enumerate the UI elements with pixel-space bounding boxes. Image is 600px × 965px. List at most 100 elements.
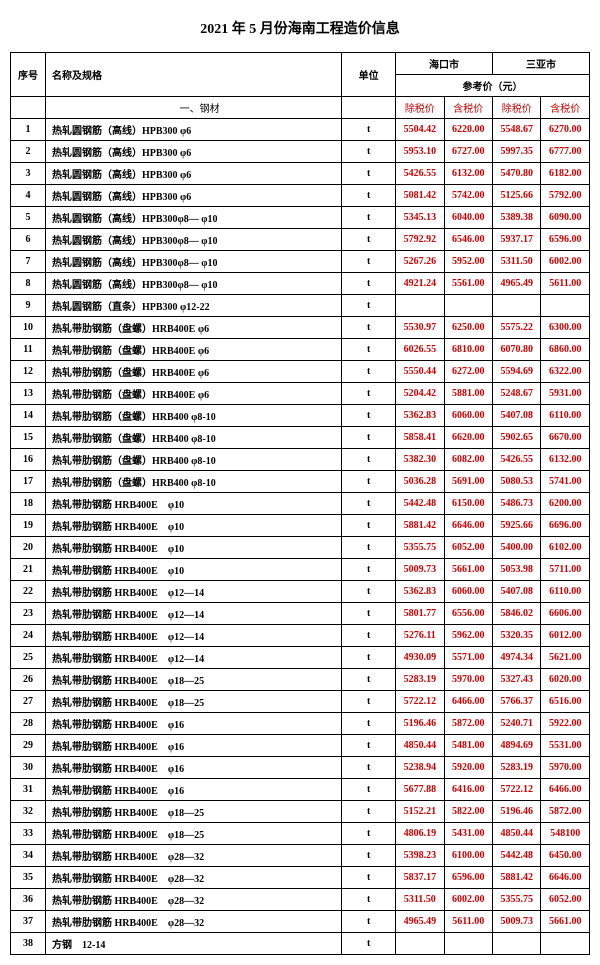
row-name: 热轧带肋钢筋 HRB400E φ10 bbox=[46, 537, 342, 559]
row-p1: 5426.55 bbox=[396, 163, 444, 185]
row-p2: 6060.00 bbox=[444, 581, 492, 603]
row-p4: 6450.00 bbox=[541, 845, 590, 867]
table-row: 18热轧带肋钢筋 HRB400E φ10t5442.486150.005486.… bbox=[11, 493, 590, 515]
row-p2: 5481.00 bbox=[444, 735, 492, 757]
row-p4: 6670.00 bbox=[541, 427, 590, 449]
row-unit: t bbox=[342, 867, 396, 889]
row-name: 热轧圆钢筋（高线）HPB300φ8— φ10 bbox=[46, 273, 342, 295]
table-row: 13热轧带肋钢筋（盘螺）HRB400E φ6t5204.425881.00524… bbox=[11, 383, 590, 405]
row-p4: 5611.00 bbox=[541, 273, 590, 295]
row-name: 热轧带肋钢筋 HRB400E φ28—32 bbox=[46, 867, 342, 889]
table-row: 29热轧带肋钢筋 HRB400E φ16t4850.445481.004894.… bbox=[11, 735, 590, 757]
row-unit: t bbox=[342, 603, 396, 625]
row-p1: 5204.42 bbox=[396, 383, 444, 405]
row-name: 热轧圆钢筋（高线）HPB300 φ6 bbox=[46, 141, 342, 163]
table-row: 4热轧圆钢筋（高线）HPB300 φ6t5081.425742.005125.6… bbox=[11, 185, 590, 207]
row-p3: 5902.65 bbox=[493, 427, 541, 449]
row-p4: 6596.00 bbox=[541, 229, 590, 251]
table-row: 19热轧带肋钢筋 HRB400E φ10t5881.426646.005925.… bbox=[11, 515, 590, 537]
col-name: 名称及规格 bbox=[46, 53, 342, 97]
row-p2 bbox=[444, 933, 492, 955]
row-p1: 4930.09 bbox=[396, 647, 444, 669]
empty-cell bbox=[11, 97, 46, 119]
row-p3: 5937.17 bbox=[493, 229, 541, 251]
table-row: 2热轧圆钢筋（高线）HPB300 φ6t5953.106727.005997.3… bbox=[11, 141, 590, 163]
row-index: 29 bbox=[11, 735, 46, 757]
row-p3: 5355.75 bbox=[493, 889, 541, 911]
row-p1: 4965.49 bbox=[396, 911, 444, 933]
row-index: 7 bbox=[11, 251, 46, 273]
row-index: 15 bbox=[11, 427, 46, 449]
table-row: 3热轧圆钢筋（高线）HPB300 φ6t5426.556132.005470.8… bbox=[11, 163, 590, 185]
row-unit: t bbox=[342, 317, 396, 339]
sub-extax: 除税价 bbox=[396, 97, 444, 119]
section-row: 一、钢材除税价含税价除税价含税价 bbox=[11, 97, 590, 119]
row-name: 热轧圆钢筋（高线）HPB300φ8— φ10 bbox=[46, 251, 342, 273]
row-p2: 6556.00 bbox=[444, 603, 492, 625]
table-row: 26热轧带肋钢筋 HRB400E φ18—25t5283.195970.0053… bbox=[11, 669, 590, 691]
row-p1: 5196.46 bbox=[396, 713, 444, 735]
row-p4: 6777.00 bbox=[541, 141, 590, 163]
row-name: 热轧带肋钢筋 HRB400E φ28—32 bbox=[46, 911, 342, 933]
row-index: 14 bbox=[11, 405, 46, 427]
table-row: 7热轧圆钢筋（高线）HPB300φ8— φ10t5267.265952.0053… bbox=[11, 251, 590, 273]
empty-cell bbox=[342, 97, 396, 119]
row-index: 11 bbox=[11, 339, 46, 361]
row-p3: 5311.50 bbox=[493, 251, 541, 273]
row-p1: 5238.94 bbox=[396, 757, 444, 779]
row-unit: t bbox=[342, 471, 396, 493]
row-p4: 6020.00 bbox=[541, 669, 590, 691]
row-name: 热轧带肋钢筋（盘螺）HRB400 φ8-10 bbox=[46, 449, 342, 471]
table-row: 24热轧带肋钢筋 HRB400E φ12—14t5276.115962.0053… bbox=[11, 625, 590, 647]
row-p4: 6696.00 bbox=[541, 515, 590, 537]
row-p2: 5970.00 bbox=[444, 669, 492, 691]
table-row: 37热轧带肋钢筋 HRB400E φ28—32t4965.495611.0050… bbox=[11, 911, 590, 933]
col-city2: 三亚市 bbox=[493, 53, 590, 75]
row-p2: 6060.00 bbox=[444, 405, 492, 427]
row-index: 17 bbox=[11, 471, 46, 493]
row-p3: 5320.35 bbox=[493, 625, 541, 647]
row-p3: 5766.37 bbox=[493, 691, 541, 713]
row-name: 热轧带肋钢筋 HRB400E φ16 bbox=[46, 779, 342, 801]
row-name: 方钢 12-14 bbox=[46, 933, 342, 955]
table-row: 23热轧带肋钢筋 HRB400E φ12—14t5801.776556.0058… bbox=[11, 603, 590, 625]
row-p3: 4974.34 bbox=[493, 647, 541, 669]
row-unit: t bbox=[342, 669, 396, 691]
row-p1: 5382.30 bbox=[396, 449, 444, 471]
row-p2: 6272.00 bbox=[444, 361, 492, 383]
row-p1: 5398.23 bbox=[396, 845, 444, 867]
table-row: 28热轧带肋钢筋 HRB400E φ16t5196.465872.005240.… bbox=[11, 713, 590, 735]
row-p3: 6070.80 bbox=[493, 339, 541, 361]
row-name: 热轧带肋钢筋 HRB400E φ12—14 bbox=[46, 603, 342, 625]
table-row: 31热轧带肋钢筋 HRB400E φ16t5677.886416.005722.… bbox=[11, 779, 590, 801]
row-p2: 6727.00 bbox=[444, 141, 492, 163]
row-p4: 5872.00 bbox=[541, 801, 590, 823]
table-row: 17热轧带肋钢筋（盘螺）HRB400 φ8-10t5036.285691.005… bbox=[11, 471, 590, 493]
row-p4: 6102.00 bbox=[541, 537, 590, 559]
row-name: 热轧带肋钢筋 HRB400E φ12—14 bbox=[46, 625, 342, 647]
row-p3: 5881.42 bbox=[493, 867, 541, 889]
row-name: 热轧带肋钢筋 HRB400E φ18—25 bbox=[46, 823, 342, 845]
row-p4: 6110.00 bbox=[541, 581, 590, 603]
table-row: 10热轧带肋钢筋（盘螺）HRB400E φ6t5530.976250.00557… bbox=[11, 317, 590, 339]
row-p1: 5355.75 bbox=[396, 537, 444, 559]
table-row: 9热轧圆钢筋（直条）HPB300 φ12-22t bbox=[11, 295, 590, 317]
row-index: 13 bbox=[11, 383, 46, 405]
row-p3: 5240.71 bbox=[493, 713, 541, 735]
row-name: 热轧带肋钢筋 HRB400E φ10 bbox=[46, 515, 342, 537]
row-name: 热轧带肋钢筋 HRB400E φ16 bbox=[46, 757, 342, 779]
row-unit: t bbox=[342, 449, 396, 471]
row-p2: 6082.00 bbox=[444, 449, 492, 471]
row-p4: 5661.00 bbox=[541, 911, 590, 933]
row-name: 热轧带肋钢筋（盘螺）HRB400E φ6 bbox=[46, 383, 342, 405]
col-city1: 海口市 bbox=[396, 53, 493, 75]
row-p1: 5677.88 bbox=[396, 779, 444, 801]
row-p2: 6810.00 bbox=[444, 339, 492, 361]
row-unit: t bbox=[342, 273, 396, 295]
row-p3: 5248.67 bbox=[493, 383, 541, 405]
table-row: 11热轧带肋钢筋（盘螺）HRB400E φ6t6026.556810.00607… bbox=[11, 339, 590, 361]
row-p3: 5722.12 bbox=[493, 779, 541, 801]
row-p1: 5442.48 bbox=[396, 493, 444, 515]
row-p4: 6012.00 bbox=[541, 625, 590, 647]
table-row: 27热轧带肋钢筋 HRB400E φ18—25t5722.126466.0057… bbox=[11, 691, 590, 713]
